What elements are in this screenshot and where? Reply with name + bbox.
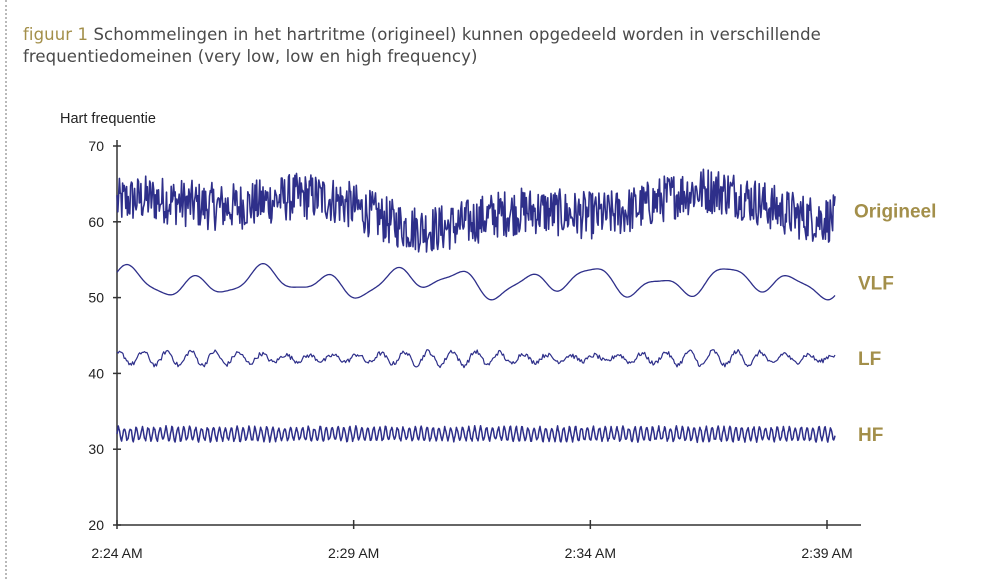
x-tick-label: 2:24 AM <box>91 545 142 561</box>
x-tick-label: 2:39 AM <box>801 545 852 561</box>
series-line-origineel <box>116 168 836 253</box>
x-tick-label: 2:34 AM <box>565 545 616 561</box>
series-label-origineel: Origineel <box>854 201 936 222</box>
series-label-vlf: VLF <box>858 273 894 294</box>
y-tick-label: 60 <box>88 214 104 230</box>
y-tick-label: 50 <box>88 290 104 306</box>
series-label-lf: LF <box>858 349 881 370</box>
figure-caption-text: Schommelingen in het hartritme (originee… <box>23 25 821 66</box>
figure-caption: figuur 1 Schommelingen in het hartritme … <box>23 24 923 68</box>
y-tick-label: 20 <box>88 517 104 533</box>
x-tick-label: 2:29 AM <box>328 545 379 561</box>
series-label-hf: HF <box>858 425 883 446</box>
series-line-vlf <box>116 262 836 301</box>
series-line-lf <box>116 349 836 369</box>
figure-label: figuur 1 <box>23 25 89 44</box>
margin-rule <box>5 0 7 579</box>
y-tick-label: 30 <box>88 441 104 457</box>
y-axis-title: Hart frequentie <box>60 111 156 127</box>
series-labels: Origineel VLF LF HF <box>854 201 936 446</box>
y-tick-label: 70 <box>88 138 104 154</box>
y-tick-label: 40 <box>88 365 104 381</box>
series-line-hf <box>116 424 836 444</box>
series-lines <box>116 168 836 444</box>
